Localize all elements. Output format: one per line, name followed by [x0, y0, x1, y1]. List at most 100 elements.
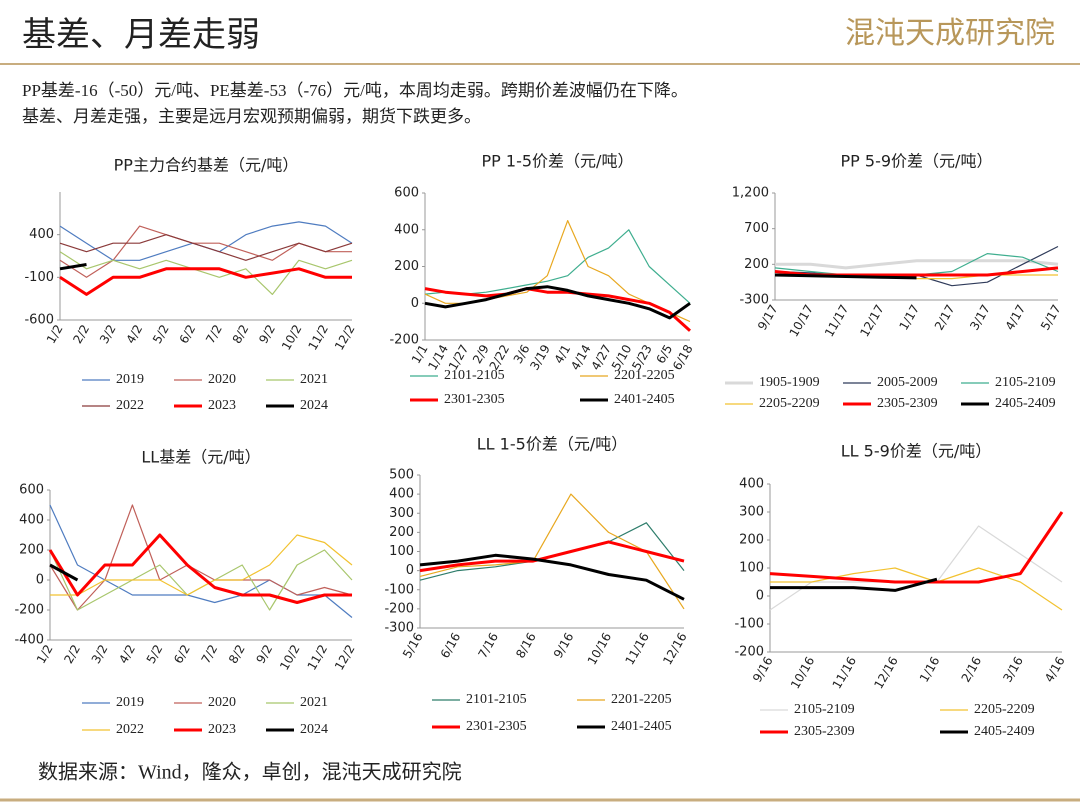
x-tick-label: 11/17 [822, 302, 851, 339]
x-tick-label: 10/16 [585, 630, 614, 667]
x-tick-label: 4/2 [123, 322, 145, 346]
y-tick-label: 0 [36, 573, 44, 588]
series-line [59, 234, 353, 261]
y-tick-label: -200 [14, 603, 44, 618]
x-tick-label: 7/2 [199, 642, 221, 666]
legend-label: 2019 [116, 372, 144, 387]
x-tick-label: 9/16 [551, 630, 577, 660]
x-tick-label: 11/16 [830, 654, 859, 691]
x-tick-label: 12/2 [332, 642, 358, 672]
y-tick-label: 200 [389, 525, 414, 540]
x-tick-label: 9/2 [253, 642, 275, 666]
source-note: 数据来源：Wind，隆众，卓创，混沌天成研究院 [38, 761, 462, 784]
y-tick-label: -200 [734, 645, 764, 660]
y-tick-label: 200 [394, 259, 419, 274]
x-tick-label: 3/19 [527, 342, 553, 372]
x-tick-label: 11/16 [622, 630, 651, 667]
x-tick-label: 12/17 [857, 302, 886, 339]
legend-label: 2405-2409 [995, 396, 1056, 411]
legend-label: 2020 [208, 695, 236, 710]
x-tick-label: 6/2 [171, 642, 193, 666]
x-tick-label: 7/2 [203, 322, 225, 346]
legend-label: 2305-2309 [877, 396, 938, 411]
y-tick-label: 200 [744, 257, 769, 272]
x-tick-label: 9/2 [256, 322, 278, 346]
series-line [775, 259, 1059, 270]
y-tick-label: 700 [744, 221, 769, 236]
x-tick-label: 6/16 [438, 630, 464, 660]
x-tick-label: 5/2 [144, 642, 166, 666]
y-tick-label: 100 [739, 561, 764, 576]
x-tick-label: 4/14 [568, 342, 594, 372]
x-tick-label: 4/17 [1003, 302, 1029, 332]
y-tick-label: -200 [389, 333, 419, 348]
legend-label: 2024 [300, 398, 328, 413]
x-tick-label: 12/16 [660, 630, 689, 667]
y-tick-label: 0 [756, 589, 764, 604]
x-tick-label: 11/2 [305, 642, 331, 672]
y-tick-label: 400 [29, 227, 54, 242]
x-tick-label: 4/27 [588, 342, 614, 372]
x-tick-label: 4/2 [116, 642, 138, 666]
x-tick-label: 12/16 [871, 654, 900, 691]
series-line [59, 251, 353, 295]
legend-label: 2023 [208, 398, 236, 413]
x-tick-label: 10/2 [279, 322, 305, 352]
y-tick-label: 1,200 [732, 186, 769, 201]
x-tick-label: 6/2 [177, 322, 199, 346]
series-line [49, 504, 353, 618]
legend-label: 2019 [116, 695, 144, 710]
legend-label: 2022 [116, 722, 144, 737]
x-tick-label: 5/17 [1038, 302, 1064, 332]
y-tick-label: 500 [389, 468, 414, 483]
series-line [50, 534, 353, 596]
series-line [49, 563, 79, 582]
legend-label: 2021 [300, 695, 328, 710]
legend-label: 2105-2109 [995, 375, 1056, 390]
y-tick-label: 600 [394, 186, 419, 201]
legend-label: 2021 [300, 372, 328, 387]
legend-label: 2305-2309 [794, 724, 855, 739]
x-tick-label: 8/2 [230, 322, 252, 346]
series-line [770, 567, 1063, 611]
x-tick-label: 8/16 [513, 630, 539, 660]
legend-label: 2020 [208, 372, 236, 387]
y-tick-label: 100 [389, 544, 414, 559]
y-tick-label: -400 [14, 633, 44, 648]
legend-label: 2201-2205 [614, 368, 675, 383]
slide-title: 基差、月差走弱 [22, 16, 260, 54]
y-tick-label: 0 [406, 563, 414, 578]
legend-label: 2101-2105 [466, 692, 527, 707]
y-tick-label: -100 [734, 617, 764, 632]
y-tick-label: 200 [19, 543, 44, 558]
series-line [770, 577, 938, 592]
x-tick-label: 7/16 [475, 630, 501, 660]
x-tick-label: 3/17 [967, 302, 993, 332]
y-tick-label: 300 [389, 506, 414, 521]
legend-label: 2023 [208, 722, 236, 737]
x-tick-label: 4/16 [1042, 654, 1068, 684]
x-tick-label: 2/2 [61, 642, 83, 666]
x-tick-label: 3/2 [97, 322, 119, 346]
series-line [419, 540, 685, 573]
series-line [48, 533, 352, 604]
x-tick-label: 3/2 [89, 642, 111, 666]
x-tick-label: 11/2 [305, 322, 331, 352]
x-tick-label: 10/16 [788, 654, 817, 691]
legend-label: 2024 [300, 722, 328, 737]
legend-label: 2205-2209 [759, 396, 820, 411]
series-line [769, 511, 1064, 584]
y-tick-label: -100 [24, 270, 54, 285]
series-line [419, 553, 685, 601]
x-tick-label: 8/2 [226, 642, 248, 666]
y-tick-label: 300 [739, 505, 764, 520]
y-tick-label: -300 [739, 293, 769, 308]
x-tick-label: 2/16 [959, 654, 985, 684]
series-line [419, 493, 685, 610]
logo: 混沌天成研究院 [845, 17, 1055, 50]
chart-title: PP主力合约基差（元/吨） [114, 156, 299, 175]
legend-label: 2401-2405 [614, 392, 675, 407]
y-tick-label: -600 [24, 313, 54, 328]
y-tick-label: 400 [389, 487, 414, 502]
legend-label: 2301-2305 [444, 392, 505, 407]
